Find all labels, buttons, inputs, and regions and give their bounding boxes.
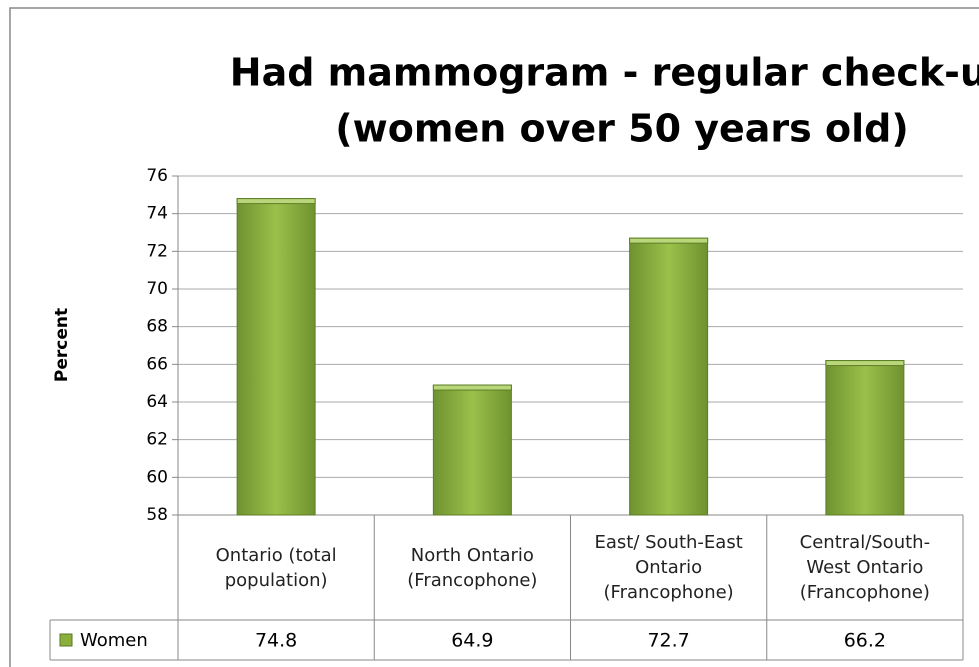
table-value: 64.9 xyxy=(451,630,493,652)
chart-title: Had mammogram - regular check-up xyxy=(230,51,979,95)
bar-top xyxy=(629,237,709,244)
y-tick-label: 74 xyxy=(146,204,168,224)
y-tick-label: 62 xyxy=(146,430,168,450)
bar xyxy=(825,360,905,516)
table-value: 66.2 xyxy=(844,630,886,652)
y-tick-label: 58 xyxy=(146,505,168,525)
y-tick-label: 66 xyxy=(146,354,168,374)
y-axis-label: Percent xyxy=(52,308,72,382)
y-tick-label: 72 xyxy=(146,241,168,261)
y-tick-label: 68 xyxy=(146,317,168,337)
bar-top xyxy=(825,360,905,367)
bar xyxy=(432,384,512,516)
y-tick-label: 60 xyxy=(146,467,168,487)
table-value: 72.7 xyxy=(647,630,689,652)
bar-top xyxy=(236,198,316,205)
chart-title: (women over 50 years old) xyxy=(335,107,908,151)
bar-top xyxy=(432,384,512,391)
category-label: Ontario (total population) xyxy=(215,544,337,591)
legend-label: Women xyxy=(80,630,148,651)
table-value: 74.8 xyxy=(255,630,297,652)
bar xyxy=(629,237,709,516)
y-tick-label: 70 xyxy=(146,279,168,299)
bar xyxy=(236,198,316,516)
y-tick-label: 76 xyxy=(146,166,168,186)
chart-border xyxy=(9,7,979,667)
y-tick-label: 64 xyxy=(146,392,168,412)
category-label: North Ontario (Francophone) xyxy=(407,544,538,591)
category-label: East/ South-East Ontario (Francophone) xyxy=(594,532,743,603)
category-label: Central/South-West Ontario (Francophone) xyxy=(799,532,931,603)
legend-key xyxy=(59,633,73,647)
